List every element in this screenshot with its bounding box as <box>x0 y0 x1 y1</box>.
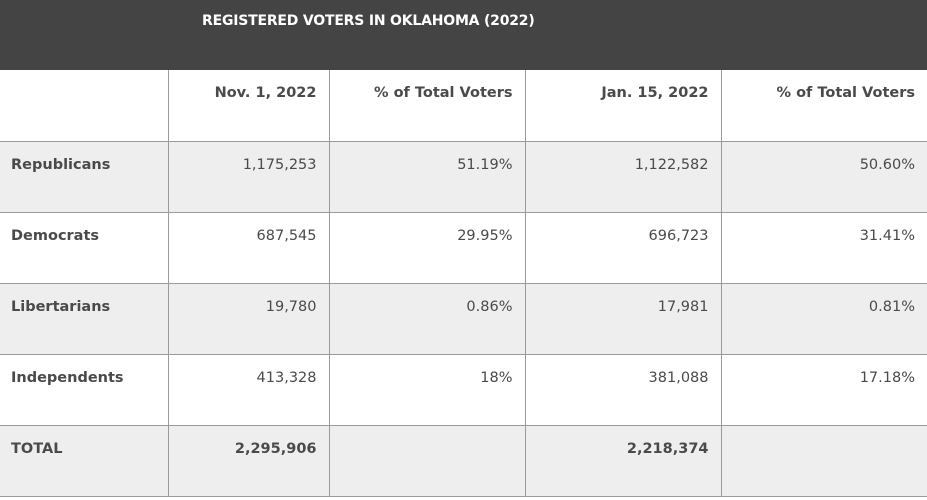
jan-pct-cell: 0.81% <box>720 282 927 355</box>
nov-pct-cell: 18% <box>328 353 526 426</box>
table-row: Democrats 687,545 29.95% 696,723 31.41% <box>0 211 927 284</box>
table-title: REGISTERED VOTERS IN OKLAHOMA (2022) <box>202 13 535 29</box>
nov-pct-cell: 51.19% <box>328 140 526 213</box>
table-title-banner: REGISTERED VOTERS IN OKLAHOMA (2022) <box>0 0 927 70</box>
party-cell: Democrats <box>0 211 169 284</box>
total-row: TOTAL 2,295,906 2,218,374 <box>0 424 927 497</box>
table-row: Independents 413,328 18% 381,088 17.18% <box>0 353 927 426</box>
nov-cell: 413,328 <box>167 353 330 426</box>
jan-pct-cell: 50.60% <box>720 140 927 213</box>
jan-cell: 696,723 <box>524 211 722 284</box>
header-row: Nov. 1, 2022 % of Total Voters Jan. 15, … <box>0 70 927 142</box>
party-cell: Independents <box>0 353 169 426</box>
header-cell-party <box>0 70 169 142</box>
header-cell-nov: Nov. 1, 2022 <box>167 70 330 142</box>
voters-table: Nov. 1, 2022 % of Total Voters Jan. 15, … <box>0 70 927 497</box>
header-cell-nov-pct: % of Total Voters <box>328 70 526 142</box>
nov-cell: 2,295,906 <box>167 424 330 497</box>
nov-cell: 687,545 <box>167 211 330 284</box>
jan-pct-cell: 17.18% <box>720 353 927 426</box>
jan-cell: 1,122,582 <box>524 140 722 213</box>
party-cell: Libertarians <box>0 282 169 355</box>
nov-cell: 19,780 <box>167 282 330 355</box>
table-row: Libertarians 19,780 0.86% 17,981 0.81% <box>0 282 927 355</box>
table-row: Republicans 1,175,253 51.19% 1,122,582 5… <box>0 140 927 213</box>
jan-pct-cell: 31.41% <box>720 211 927 284</box>
party-cell: Republicans <box>0 140 169 213</box>
nov-cell: 1,175,253 <box>167 140 330 213</box>
nov-pct-cell <box>328 424 526 497</box>
jan-cell: 17,981 <box>524 282 722 355</box>
jan-pct-cell <box>720 424 927 497</box>
jan-cell: 381,088 <box>524 353 722 426</box>
nov-pct-cell: 0.86% <box>328 282 526 355</box>
nov-pct-cell: 29.95% <box>328 211 526 284</box>
jan-cell: 2,218,374 <box>524 424 722 497</box>
header-cell-jan-pct: % of Total Voters <box>720 70 927 142</box>
header-cell-jan: Jan. 15, 2022 <box>524 70 722 142</box>
party-cell: TOTAL <box>0 424 169 497</box>
